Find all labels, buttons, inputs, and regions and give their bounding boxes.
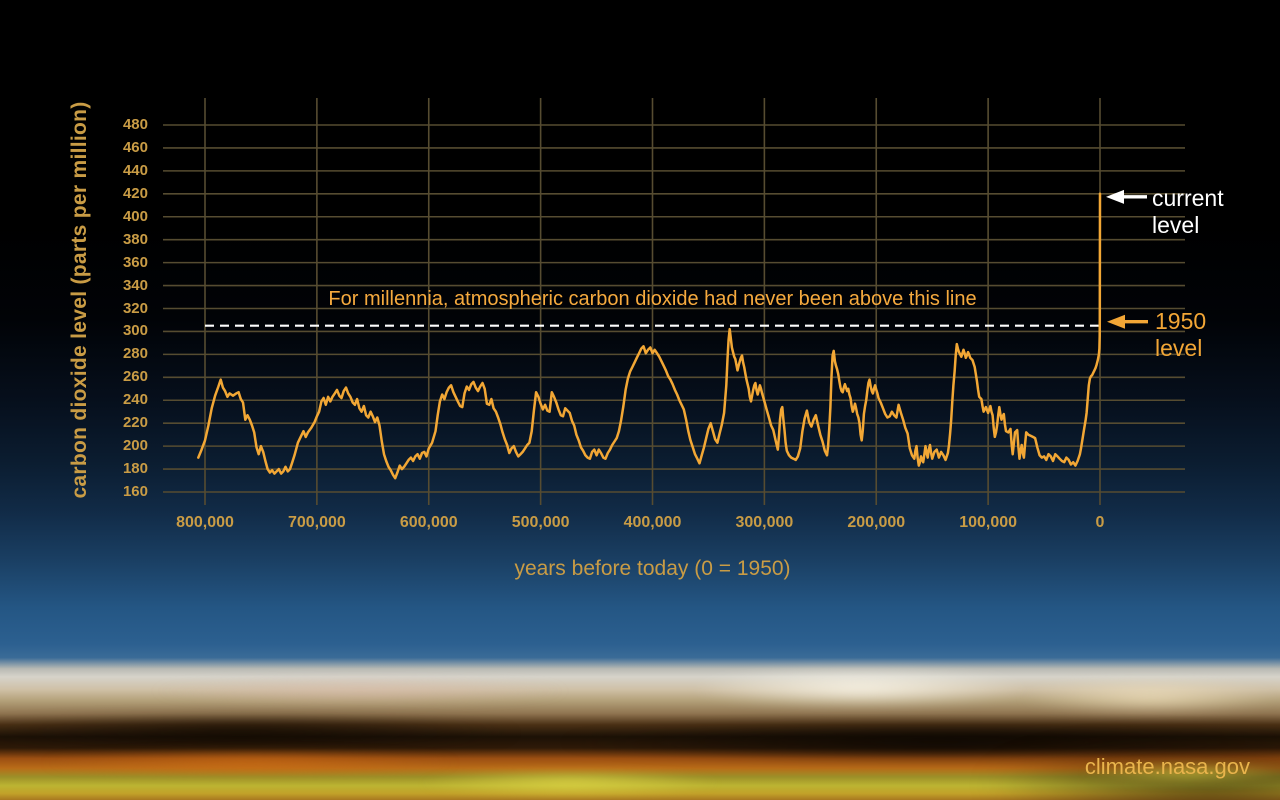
y-tick-label: 200	[122, 437, 148, 455]
x-tick-label: 700,000	[287, 514, 346, 531]
x-tick-label: 0	[1095, 514, 1105, 531]
y-tick-label: 240	[122, 391, 148, 409]
y-tick-label: 400	[122, 207, 148, 225]
x-tick-label: 400,000	[623, 514, 682, 531]
y-tick-label: 280	[122, 345, 148, 363]
current-level-label: current level	[1152, 185, 1224, 238]
x-axis-title: years before today (0 = 1950)	[514, 557, 791, 580]
y-tick-label: 180	[122, 460, 148, 478]
x-tick-label: 100,000	[959, 514, 1018, 531]
y-tick-label: 480	[122, 116, 148, 133]
y-tick-label: 420	[122, 184, 148, 202]
threshold-annotation: For millennia, atmospheric carbon dioxid…	[328, 288, 977, 310]
x-tick-label: 600,000	[399, 514, 458, 531]
y-tick-label: 440	[122, 161, 148, 179]
x-tick-label: 500,000	[511, 514, 570, 531]
x-tick-label: 800,000	[176, 514, 234, 531]
y-tick-label: 300	[122, 322, 148, 340]
y-tick-label: 320	[122, 299, 148, 317]
y-tick-label: 260	[122, 368, 148, 386]
y-axis-title: carbon dioxide level (parts per million)	[68, 101, 91, 499]
y-tick-label: 220	[122, 414, 148, 432]
y-tick-label: 460	[122, 138, 148, 156]
1950-level-label: 1950 level	[1155, 308, 1207, 361]
y-tick-label: 360	[122, 253, 148, 271]
y-tick-label: 340	[122, 276, 148, 294]
x-tick-label: 200,000	[847, 514, 906, 531]
y-tick-label: 160	[122, 483, 148, 500]
source-url: climate.nasa.gov	[1084, 754, 1250, 779]
x-tick-label: 300,000	[735, 514, 794, 531]
y-tick-label: 380	[122, 230, 148, 248]
